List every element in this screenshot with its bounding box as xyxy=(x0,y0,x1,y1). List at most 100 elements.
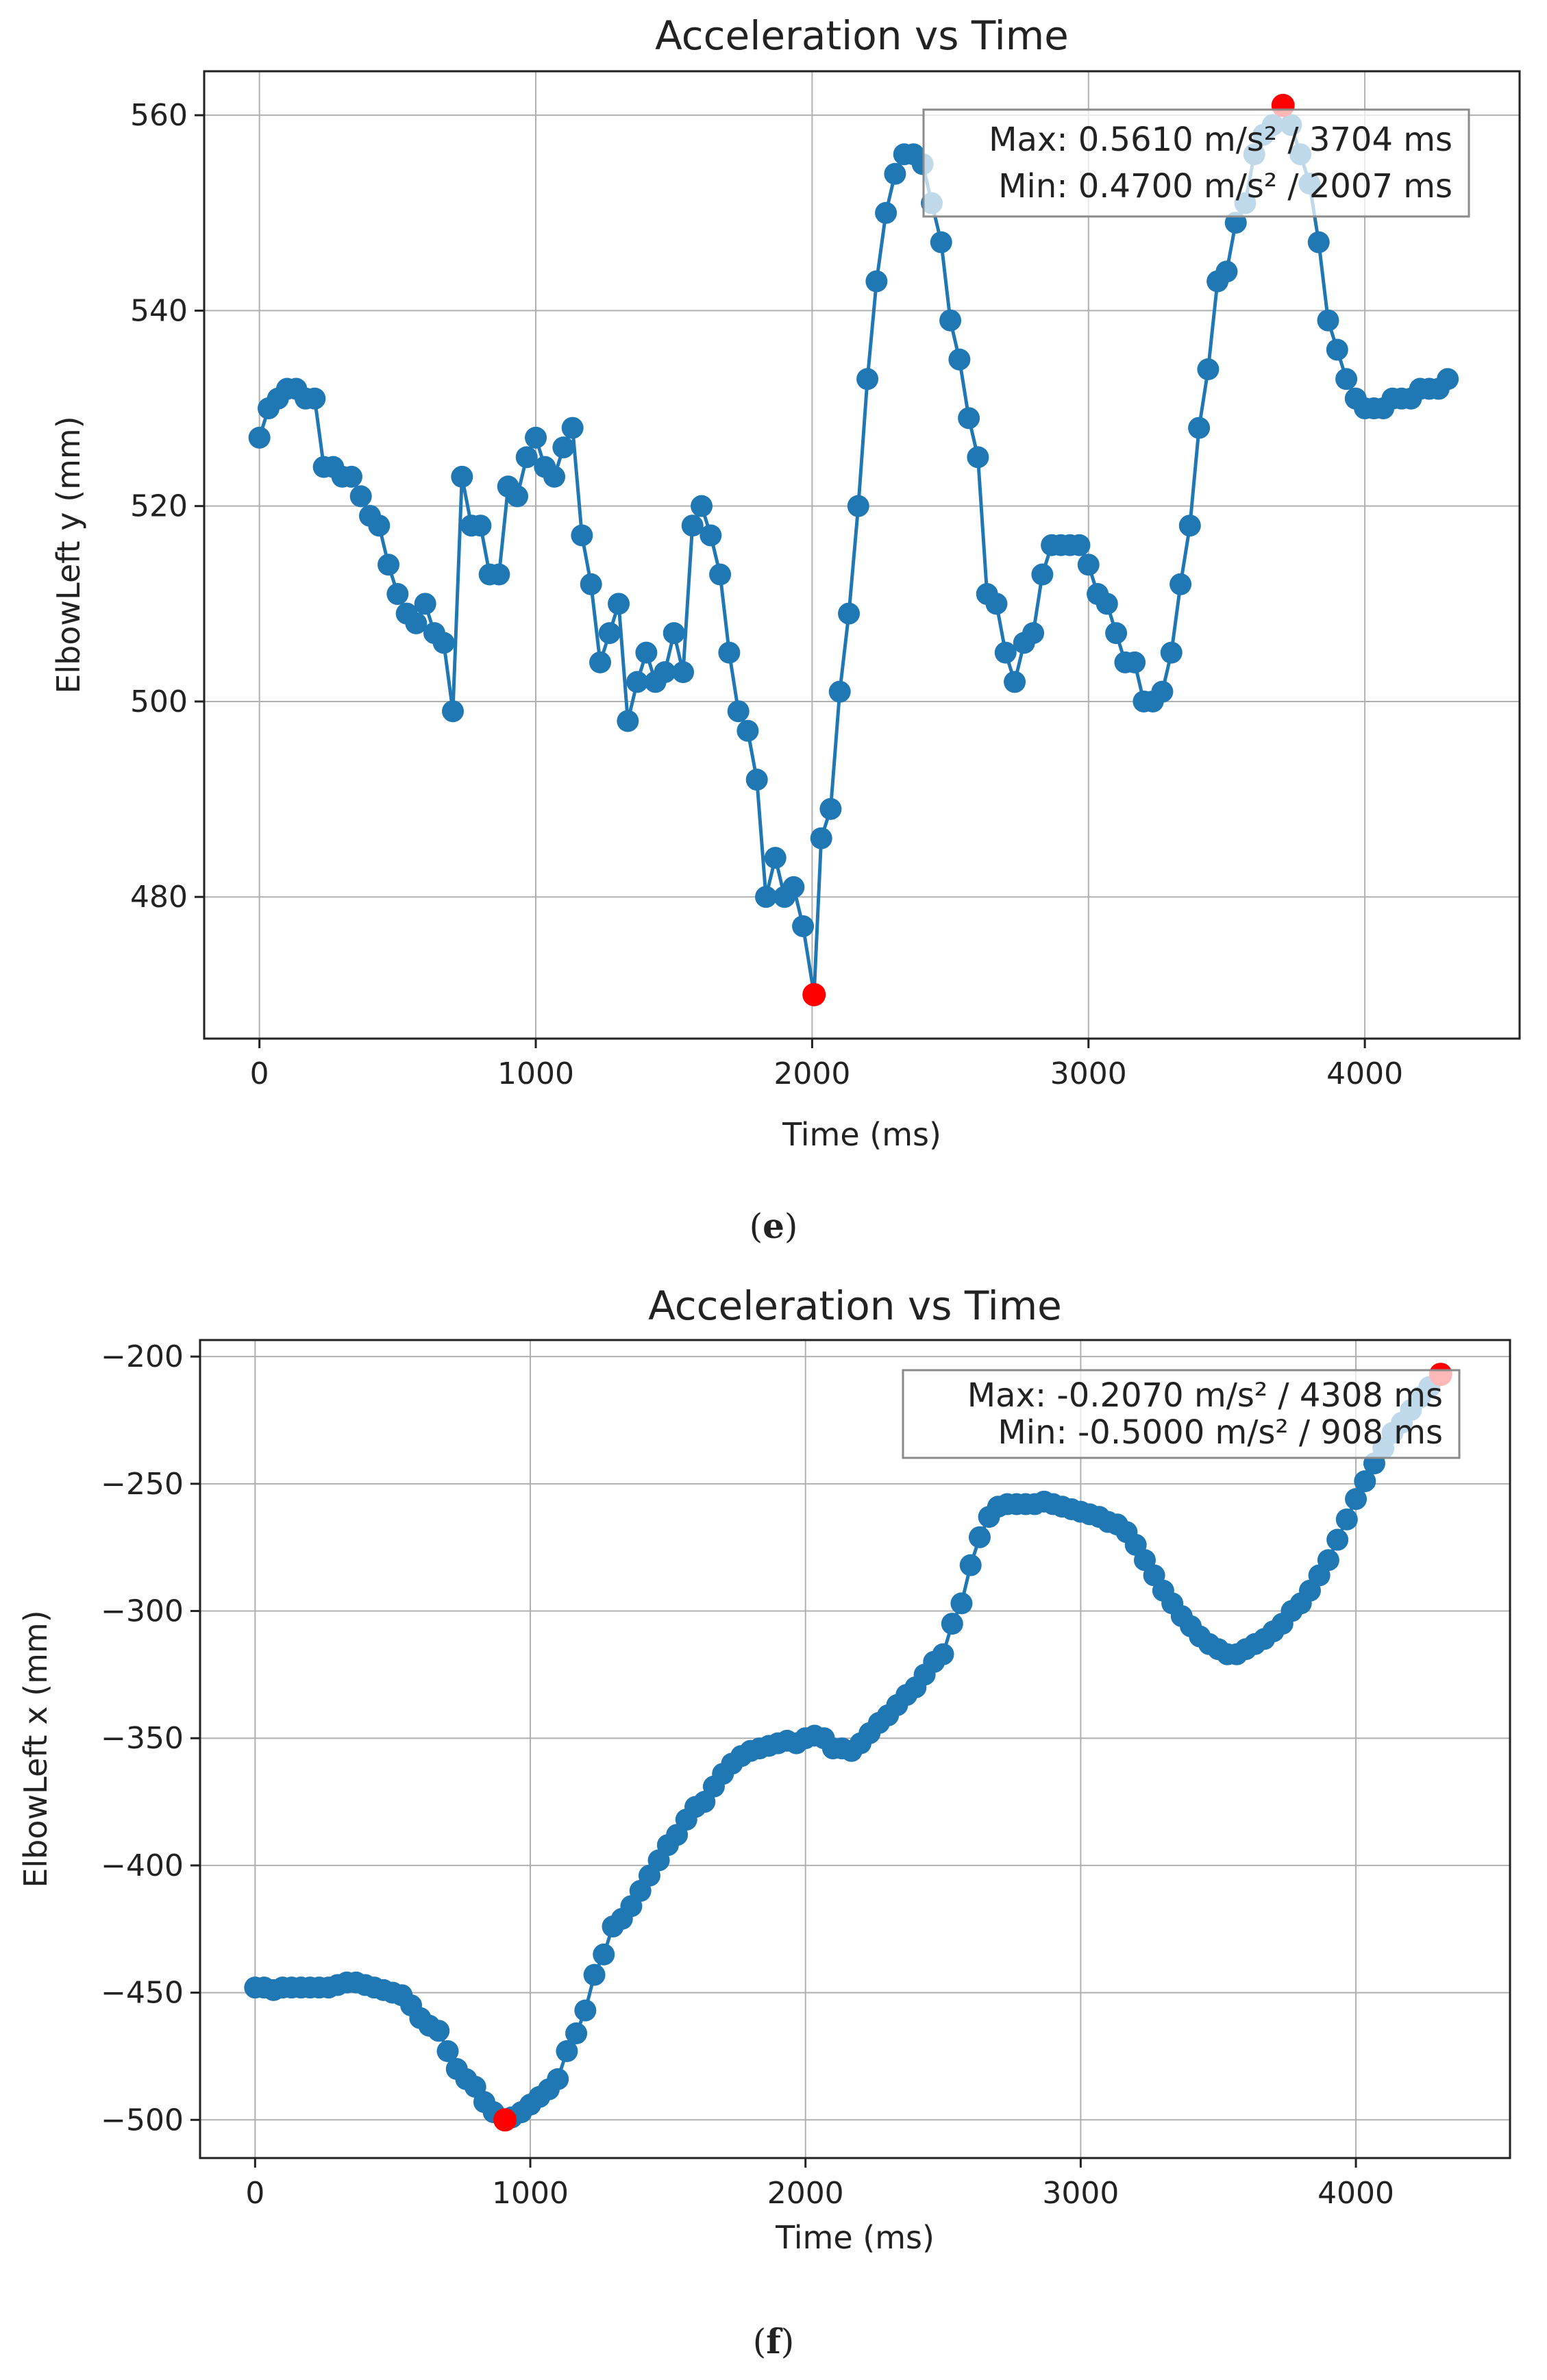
x-tick-label: 2000 xyxy=(774,1056,850,1091)
data-point xyxy=(1004,671,1026,693)
legend-box xyxy=(922,108,1470,218)
data-point xyxy=(1124,651,1146,673)
x-tick-label: 4000 xyxy=(1326,1056,1403,1091)
data-point xyxy=(515,446,538,469)
x-axis-label: Time (ms) xyxy=(775,2219,935,2256)
data-point xyxy=(663,622,685,645)
y-tick-label: −250 xyxy=(101,1467,184,1502)
y-tick-label: −200 xyxy=(101,1339,184,1374)
data-point xyxy=(488,563,510,586)
chart-2: 0 1000 2000 3000 4000 −500 −450 −400 −350 −300 −25… xyxy=(17,1282,1511,2256)
data-point xyxy=(547,2068,569,2090)
legend: Max: 0.5610 m/s² / 3704 ms Min: 0.4700 m/… xyxy=(922,108,1470,218)
data-point xyxy=(1151,680,1174,703)
data-point xyxy=(1307,231,1330,253)
data-point xyxy=(574,1999,597,2022)
data-point xyxy=(1326,1528,1349,1551)
data-point xyxy=(948,348,971,371)
data-point xyxy=(691,495,713,517)
data-point xyxy=(1188,417,1211,439)
y-tick-label: −500 xyxy=(101,2103,184,2137)
data-point xyxy=(932,1643,954,1665)
data-point xyxy=(959,1554,982,1576)
data-point xyxy=(1178,515,1201,537)
data-point xyxy=(792,915,815,937)
data-point xyxy=(405,612,428,634)
data-point xyxy=(1068,534,1091,556)
data-point xyxy=(593,1943,615,1966)
y-tick-label: 560 xyxy=(130,98,188,133)
data-point xyxy=(1317,309,1339,332)
min-marker xyxy=(802,982,826,1006)
data-point xyxy=(875,201,898,224)
data-point xyxy=(378,554,400,576)
data-point xyxy=(583,1963,606,1986)
data-point xyxy=(1169,573,1192,595)
data-point xyxy=(543,465,566,488)
data-point xyxy=(469,515,492,537)
x-tick-label: 3000 xyxy=(1050,1056,1127,1091)
data-point xyxy=(565,2022,588,2045)
data-point xyxy=(1335,368,1358,391)
data-point xyxy=(556,2040,578,2063)
data-point xyxy=(967,446,989,469)
data-point xyxy=(950,1592,973,1615)
chart-title: Acceleration vs Time xyxy=(655,12,1069,59)
data-point xyxy=(1326,338,1348,361)
data-point xyxy=(764,847,787,869)
x-tick-label: 0 xyxy=(245,2176,264,2211)
plot-frame xyxy=(199,1339,1511,2159)
data-point xyxy=(930,231,952,253)
y-axis-label: ElbowLeft y (mm) xyxy=(50,416,87,693)
data-point xyxy=(589,651,612,673)
x-tick-label: 1000 xyxy=(497,1056,574,1091)
data-point xyxy=(349,485,372,508)
data-point xyxy=(737,719,759,742)
data-point xyxy=(561,417,584,439)
data-point xyxy=(368,515,391,537)
data-point xyxy=(552,436,575,459)
plot-frame xyxy=(203,70,1521,1040)
data-point xyxy=(1345,1488,1367,1511)
data-point xyxy=(1077,554,1100,576)
data-point xyxy=(608,593,630,615)
data-point xyxy=(428,2020,450,2042)
data-point xyxy=(340,465,362,488)
data-point xyxy=(598,622,621,645)
y-tick-label: −300 xyxy=(101,1594,184,1629)
data-point xyxy=(432,632,455,654)
data-point xyxy=(828,680,851,703)
min-marker xyxy=(493,2108,517,2132)
data-point xyxy=(958,407,980,430)
x-tick-label: 2000 xyxy=(767,2176,844,2211)
data-point xyxy=(672,661,695,684)
x-tick-label: 4000 xyxy=(1317,2176,1394,2211)
data-point xyxy=(617,710,639,732)
data-point xyxy=(856,368,879,391)
series-line xyxy=(258,103,1449,997)
data-point xyxy=(884,162,906,185)
data-point xyxy=(941,1613,963,1635)
data-point xyxy=(635,641,658,664)
data-point xyxy=(1317,1549,1339,1572)
data-point xyxy=(810,827,832,850)
data-point xyxy=(968,1526,991,1548)
data-point xyxy=(386,583,409,606)
y-tick-label: −350 xyxy=(101,1721,184,1756)
data-point xyxy=(654,661,676,684)
data-point xyxy=(442,700,465,723)
legend-line-2: Min: -0.5000 m/s² / 908 ms xyxy=(998,1413,1443,1452)
data-point xyxy=(994,641,1017,664)
data-point xyxy=(626,671,649,693)
data-point xyxy=(436,2040,459,2063)
data-point xyxy=(681,515,704,537)
data-point xyxy=(865,270,888,293)
data-point xyxy=(525,426,547,449)
data-point xyxy=(1031,563,1054,586)
y-tick-label: −400 xyxy=(101,1848,184,1883)
data-point xyxy=(1197,358,1220,381)
data-point xyxy=(985,593,1008,615)
caption-e: (e) xyxy=(749,1206,798,1246)
